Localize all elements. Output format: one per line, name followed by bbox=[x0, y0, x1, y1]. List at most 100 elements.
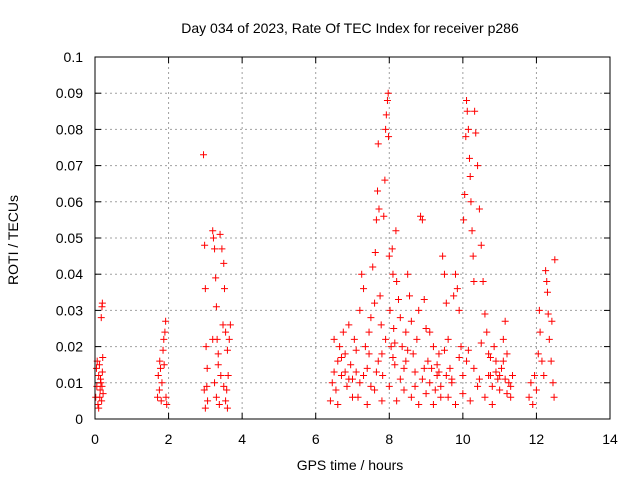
data-point bbox=[363, 401, 371, 409]
data-point bbox=[536, 328, 544, 336]
data-point bbox=[437, 393, 445, 401]
data-point bbox=[402, 328, 410, 336]
data-point bbox=[200, 151, 208, 159]
data-point bbox=[343, 382, 351, 390]
y-tick-label: 0.05 bbox=[56, 230, 83, 246]
data-point bbox=[442, 372, 450, 380]
data-point bbox=[485, 372, 493, 380]
data-point bbox=[474, 382, 482, 390]
data-point bbox=[538, 357, 546, 365]
data-point bbox=[223, 404, 231, 412]
data-point bbox=[385, 382, 393, 390]
data-point bbox=[477, 339, 485, 347]
data-point bbox=[372, 216, 380, 224]
data-point bbox=[98, 299, 106, 307]
data-point bbox=[444, 335, 452, 343]
data-point bbox=[98, 397, 106, 405]
data-point bbox=[223, 386, 231, 394]
data-point bbox=[525, 393, 533, 401]
data-point bbox=[203, 382, 211, 390]
data-point bbox=[372, 368, 380, 376]
data-point bbox=[219, 321, 227, 329]
data-point bbox=[490, 343, 498, 351]
grid-lines bbox=[95, 57, 610, 419]
data-point bbox=[462, 133, 470, 141]
data-point bbox=[499, 357, 507, 365]
data-point bbox=[446, 364, 454, 372]
data-point bbox=[374, 140, 382, 148]
data-point bbox=[163, 401, 171, 409]
data-point bbox=[201, 404, 209, 412]
data-point bbox=[358, 270, 366, 278]
data-point bbox=[99, 390, 107, 398]
y-tick-label: 0 bbox=[75, 411, 83, 427]
data-point bbox=[155, 386, 163, 394]
data-point bbox=[420, 364, 428, 372]
x-tick-label: 14 bbox=[602, 431, 618, 447]
data-point bbox=[440, 346, 448, 354]
data-point bbox=[96, 393, 104, 401]
data-point bbox=[442, 299, 450, 307]
data-point bbox=[393, 397, 401, 405]
data-point bbox=[337, 353, 345, 361]
data-point bbox=[98, 368, 106, 376]
data-point bbox=[222, 328, 230, 336]
data-point bbox=[417, 212, 425, 220]
data-point bbox=[374, 357, 382, 365]
data-point bbox=[98, 382, 106, 390]
data-point bbox=[415, 401, 423, 409]
data-point bbox=[371, 248, 379, 256]
data-point bbox=[334, 401, 342, 409]
y-tick-label: 0.04 bbox=[56, 266, 83, 282]
x-tick-label: 4 bbox=[238, 431, 246, 447]
data-point bbox=[391, 361, 399, 369]
x-tick-label: 6 bbox=[312, 431, 320, 447]
data-point bbox=[474, 162, 482, 170]
data-point bbox=[162, 393, 170, 401]
data-point bbox=[222, 397, 230, 405]
data-point bbox=[486, 353, 494, 361]
data-point bbox=[356, 306, 364, 314]
data-point bbox=[404, 270, 412, 278]
data-point bbox=[452, 401, 459, 409]
x-tick-label: 2 bbox=[165, 431, 173, 447]
data-point bbox=[467, 198, 475, 206]
data-point bbox=[97, 314, 105, 322]
data-point bbox=[481, 393, 489, 401]
data-point bbox=[466, 397, 474, 405]
data-point bbox=[203, 364, 211, 372]
data-point bbox=[551, 256, 559, 264]
data-point bbox=[225, 335, 233, 343]
data-point bbox=[377, 321, 385, 329]
y-tick-label: 0.03 bbox=[56, 302, 83, 318]
data-point bbox=[384, 89, 392, 97]
data-point bbox=[92, 364, 100, 372]
data-point bbox=[349, 393, 356, 401]
data-point bbox=[459, 372, 467, 380]
data-point bbox=[549, 379, 557, 387]
data-point bbox=[386, 306, 394, 314]
data-point bbox=[435, 350, 443, 358]
data-point bbox=[154, 393, 162, 401]
data-point bbox=[211, 245, 219, 253]
data-point bbox=[361, 343, 369, 351]
data-point bbox=[428, 364, 436, 372]
data-point bbox=[503, 350, 511, 358]
data-point bbox=[426, 328, 434, 336]
data-point bbox=[424, 357, 432, 365]
data-point bbox=[463, 357, 471, 365]
data-point bbox=[390, 325, 398, 332]
data-point bbox=[475, 205, 483, 213]
data-point bbox=[363, 364, 371, 372]
data-point bbox=[214, 361, 222, 369]
data-point bbox=[492, 368, 500, 376]
data-point bbox=[532, 386, 540, 394]
y-tick-label: 0.06 bbox=[56, 194, 83, 210]
data-point bbox=[529, 401, 537, 409]
data-point bbox=[202, 343, 210, 351]
data-point bbox=[488, 401, 496, 409]
data-point bbox=[220, 285, 228, 293]
data-point bbox=[422, 325, 430, 332]
y-tick-label: 0.09 bbox=[56, 85, 83, 101]
data-point bbox=[212, 274, 220, 282]
